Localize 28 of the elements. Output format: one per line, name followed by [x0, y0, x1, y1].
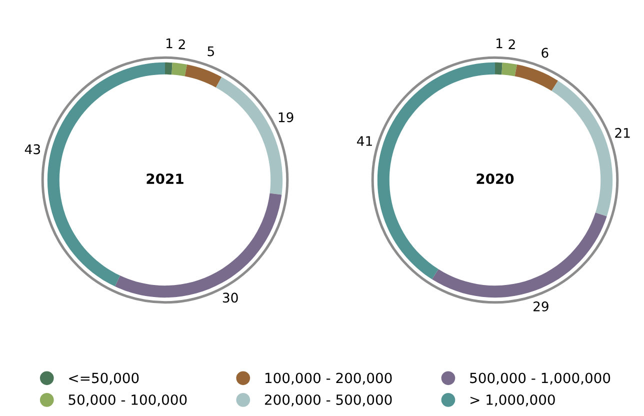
donut-slice [502, 62, 518, 76]
legend-label: 200,000 - 500,000 [264, 394, 392, 406]
legend-label: <=50,000 [69, 372, 139, 385]
donut-slice [184, 64, 222, 88]
data-label: 41 [357, 136, 372, 146]
donut-slice [514, 64, 558, 91]
data-label: 30 [222, 292, 238, 303]
legend-label: 100,000 - 200,000 [265, 372, 392, 385]
data-label: 21 [615, 128, 630, 138]
data-label: 2 [508, 39, 515, 50]
data-label: 43 [24, 144, 40, 154]
data-label: 6 [542, 48, 548, 58]
legend-label: > 1,000,000 [470, 394, 555, 406]
data-label: 1 [166, 38, 172, 48]
legend-label: 500,000 - 1,000,000 [470, 372, 610, 385]
donut-slice [552, 80, 613, 216]
donut-slice [172, 62, 188, 76]
donut-slice [495, 62, 502, 75]
text: 2020 [476, 174, 514, 184]
data-label: 19 [278, 112, 294, 122]
text: 2021 [146, 174, 184, 184]
donut-slice [165, 62, 172, 75]
data-label: 29 [534, 301, 548, 312]
legend-label: 50,000 - 100,000 [68, 394, 187, 406]
data-label: 5 [208, 46, 214, 56]
data-label: 2 [178, 39, 185, 50]
donut-slice [432, 212, 607, 298]
data-label: 1 [496, 38, 502, 48]
